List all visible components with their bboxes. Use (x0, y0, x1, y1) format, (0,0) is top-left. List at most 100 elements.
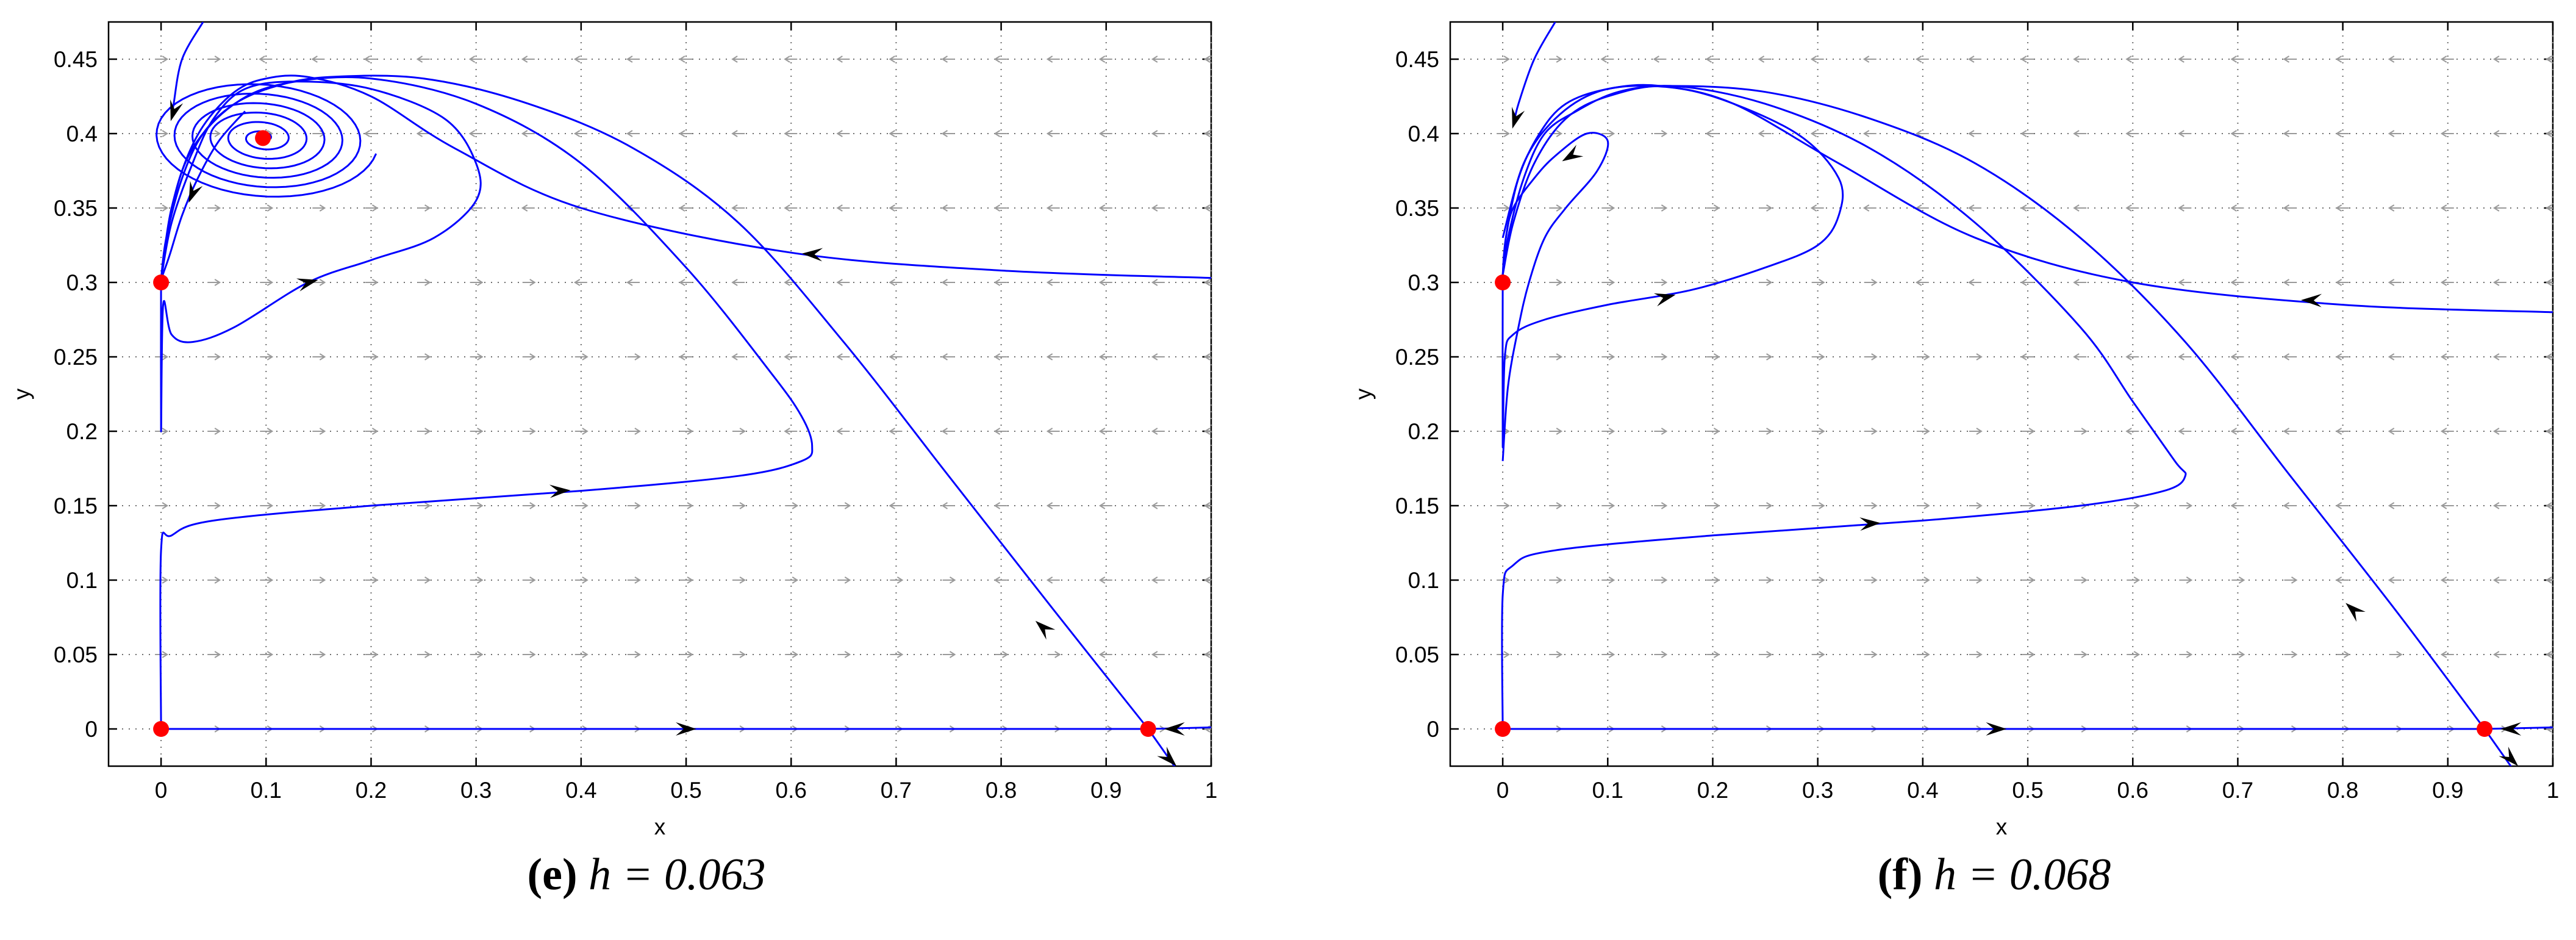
field-arrow-head (416, 56, 423, 63)
field-arrow-head (582, 576, 589, 584)
field-arrow-head (1098, 428, 1106, 435)
field-arrow-head (2493, 502, 2500, 509)
x-tick-label: 0.4 (565, 778, 596, 803)
field-arrow-head (468, 130, 476, 137)
field-arrow-head (836, 279, 843, 286)
field-arrow-head (687, 502, 693, 509)
field-arrow-head (2283, 353, 2290, 361)
field-arrow-head (1766, 204, 1773, 212)
field-arrow-head (424, 651, 431, 658)
field-arrow-head (1862, 204, 1870, 212)
field-arrow-head (371, 353, 379, 361)
field-arrow-head (424, 576, 431, 584)
field-arrow-head (1713, 502, 1720, 509)
field-arrow-head (1151, 428, 1158, 435)
field-arrow-head (889, 130, 895, 137)
field-arrow-head (1766, 279, 1773, 286)
field-arrow-head (739, 651, 746, 658)
field-arrow-head (1871, 353, 1878, 361)
field-arrow-head (1766, 576, 1773, 584)
field-arrow-head (2073, 353, 2080, 361)
field-arrow-head (2546, 502, 2552, 509)
field-arrow-head (2230, 279, 2237, 286)
y-tick-label: 0 (85, 717, 98, 742)
field-arrow-head (1556, 56, 1563, 63)
field-arrow-head (2081, 428, 2088, 435)
field-arrow-head (2440, 428, 2447, 435)
field-arrow-head (1600, 56, 1607, 63)
field-arrow-head (1923, 353, 1930, 361)
field-arrow-head (424, 204, 431, 212)
field-arrow-head (1661, 204, 1668, 212)
field-arrow-head (267, 502, 274, 509)
field-arrow-head (941, 502, 948, 509)
field-arrow-head (529, 279, 536, 286)
field-arrow-head (1046, 576, 1053, 584)
trajectory-arrow (170, 99, 184, 121)
field-arrow-head (2335, 353, 2342, 361)
field-arrow-head (1098, 576, 1106, 584)
field-arrow-head (1661, 651, 1668, 658)
field-arrow-head (1661, 130, 1668, 137)
field-arrow-head (1098, 204, 1106, 212)
x-tick-label: 1 (1205, 778, 1218, 803)
field-arrow-head (941, 204, 948, 212)
field-arrow-head (1758, 56, 1765, 63)
field-arrow-head (1968, 279, 1975, 286)
field-arrow-head (626, 279, 633, 286)
field-arrow-head (2125, 130, 2132, 137)
direction-field (155, 56, 1211, 733)
field-arrow-head (634, 502, 641, 509)
field-arrow-head (1976, 353, 1983, 361)
field-arrow-head (2283, 204, 2290, 212)
field-arrow-head (792, 651, 799, 658)
field-arrow-head (1819, 651, 1825, 658)
field-arrow-head (2546, 576, 2552, 584)
field-arrow-head (521, 56, 528, 63)
field-arrow-head (1923, 576, 1930, 584)
field-arrow-head (1098, 130, 1106, 137)
field-arrow-head (424, 279, 431, 286)
field-arrow-head (214, 428, 221, 435)
trajectory (160, 81, 482, 432)
field-arrow-head (889, 279, 895, 286)
field-arrow-head (2493, 576, 2500, 584)
field-arrow-head (941, 428, 948, 435)
x-tick-label: 0.3 (1802, 778, 1833, 803)
field-arrow-head (1871, 502, 1878, 509)
field-arrow-head (424, 428, 431, 435)
field-arrow-head (2344, 651, 2350, 658)
field-arrow-head (2335, 279, 2342, 286)
field-arrow-head (1608, 502, 1615, 509)
x-axis-label: x (654, 814, 666, 839)
field-arrow-head (2230, 353, 2237, 361)
field-arrow-head (1810, 56, 1817, 63)
field-arrow-head (2440, 130, 2447, 137)
field-arrow-head (1204, 576, 1211, 584)
field-arrow-head (529, 576, 536, 584)
field-arrow-head (319, 651, 326, 658)
x-tick-label: 0.9 (1090, 778, 1122, 803)
field-arrow-head (214, 502, 221, 509)
field-arrow-head (1871, 428, 1878, 435)
field-arrow-head (214, 279, 221, 286)
field-arrow-head (214, 130, 221, 137)
field-arrow-head (477, 502, 484, 509)
field-arrow-head (1661, 279, 1668, 286)
field-arrow-head (1923, 502, 1930, 509)
field-arrow-head (1608, 130, 1615, 137)
x-tick-label: 1 (2547, 778, 2560, 803)
field-arrow-head (2073, 56, 2080, 63)
x-tick-label: 0 (1497, 778, 1509, 803)
field-arrow-head (2081, 576, 2088, 584)
field-arrow-head (573, 204, 581, 212)
field-arrow-head (1810, 204, 1817, 212)
field-arrow-head (679, 353, 685, 361)
field-arrow-head (1503, 428, 1510, 435)
x-tick-label: 0.6 (2117, 778, 2148, 803)
field-arrow-head (679, 204, 685, 212)
field-arrow-head (1923, 651, 1930, 658)
field-arrow-head (993, 279, 1001, 286)
field-arrow-head (1204, 502, 1211, 509)
field-arrow-head (1151, 353, 1158, 361)
